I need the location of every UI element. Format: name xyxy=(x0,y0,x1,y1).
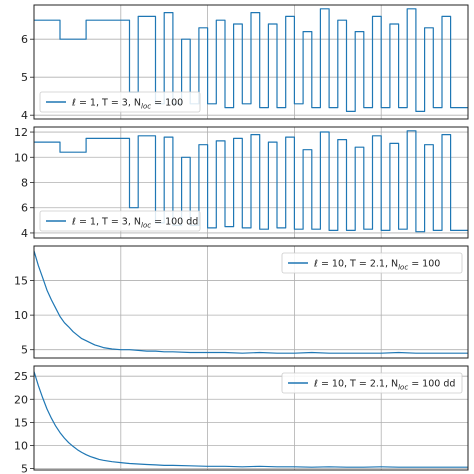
y-tick-label: 8 xyxy=(21,177,28,190)
series-line xyxy=(34,130,468,233)
chart-panel-2: 4 6 8 10 12 ℓ = 1, T = 3, Nloc = 100 dd xyxy=(14,126,469,240)
legend-label: ℓ = 10, T = 2.1, Nloc = 100 dd xyxy=(314,379,455,392)
axes-frame xyxy=(33,4,469,120)
legend-label: ℓ = 10, T = 2.1, Nloc = 100 xyxy=(314,259,440,272)
legend-label-tail: = 100 dd xyxy=(408,379,455,390)
series-line xyxy=(34,8,468,113)
y-tick-label: 12 xyxy=(14,126,28,139)
legend-label-main: ℓ = 1, T = 3, N xyxy=(72,98,141,109)
axes-frame xyxy=(33,365,469,471)
legend-label: ℓ = 1, T = 3, Nloc = 100 xyxy=(72,98,183,111)
legend-label-subscript: loc xyxy=(141,222,151,230)
chart-panel-3: 5 10 15 ℓ = 10, T = 2.1, Nloc = 100 xyxy=(14,245,469,359)
y-tick-label: 10 xyxy=(14,309,28,322)
y-tick-label: 4 xyxy=(21,227,28,240)
series-line xyxy=(33,371,468,468)
legend-label-tail: = 100 dd xyxy=(151,217,198,228)
y-tick-label: 15 xyxy=(14,275,28,288)
y-tick-label: 5 xyxy=(21,344,28,357)
legend-label-subscript: loc xyxy=(141,103,151,111)
legend-box xyxy=(281,252,463,274)
legend: ℓ = 10, T = 2.1, Nloc = 100 dd xyxy=(281,372,463,394)
legend-label-main: ℓ = 10, T = 2.1, N xyxy=(314,259,398,270)
legend-box xyxy=(281,372,463,394)
y-tick-label: 5 xyxy=(21,71,28,84)
y-tick-label: 20 xyxy=(14,393,28,406)
y-tick-label: 5 xyxy=(21,463,28,474)
legend-box xyxy=(39,91,201,113)
legend: ℓ = 10, T = 2.1, Nloc = 100 xyxy=(281,252,463,274)
legend: ℓ = 1, T = 3, Nloc = 100 xyxy=(39,91,201,113)
legend-label-subscript: loc xyxy=(398,384,408,392)
legend-label-subscript: loc xyxy=(398,264,408,272)
series-line xyxy=(33,250,468,354)
legend-label-tail: = 100 xyxy=(151,98,183,109)
legend-label-main: ℓ = 1, T = 3, N xyxy=(72,217,141,228)
legend: ℓ = 1, T = 3, Nloc = 100 dd xyxy=(39,210,201,232)
y-tick-label: 10 xyxy=(14,440,28,453)
legend-label-main: ℓ = 10, T = 2.1, N xyxy=(314,379,398,390)
y-tick-label: 4 xyxy=(21,109,28,122)
y-tick-label: 10 xyxy=(14,151,28,164)
y-tick-label: 25 xyxy=(14,370,28,383)
y-tick-label: 6 xyxy=(21,33,28,46)
chart-panel-1: 4 5 6 ℓ = 1, T = 3, Nloc = 100 xyxy=(21,4,469,122)
axes-frame xyxy=(33,245,469,359)
legend-label: ℓ = 1, T = 3, Nloc = 100 dd xyxy=(72,217,198,230)
y-tick-label: 6 xyxy=(21,202,28,215)
chart-panel-4: 5 10 15 20 25 ℓ = 10, T = 2.1, Nloc = 100 dd xyxy=(14,365,469,474)
legend-box xyxy=(39,210,201,232)
axes-frame xyxy=(33,126,469,239)
legend-label-tail: = 100 xyxy=(408,259,440,270)
y-tick-label: 15 xyxy=(14,416,28,429)
